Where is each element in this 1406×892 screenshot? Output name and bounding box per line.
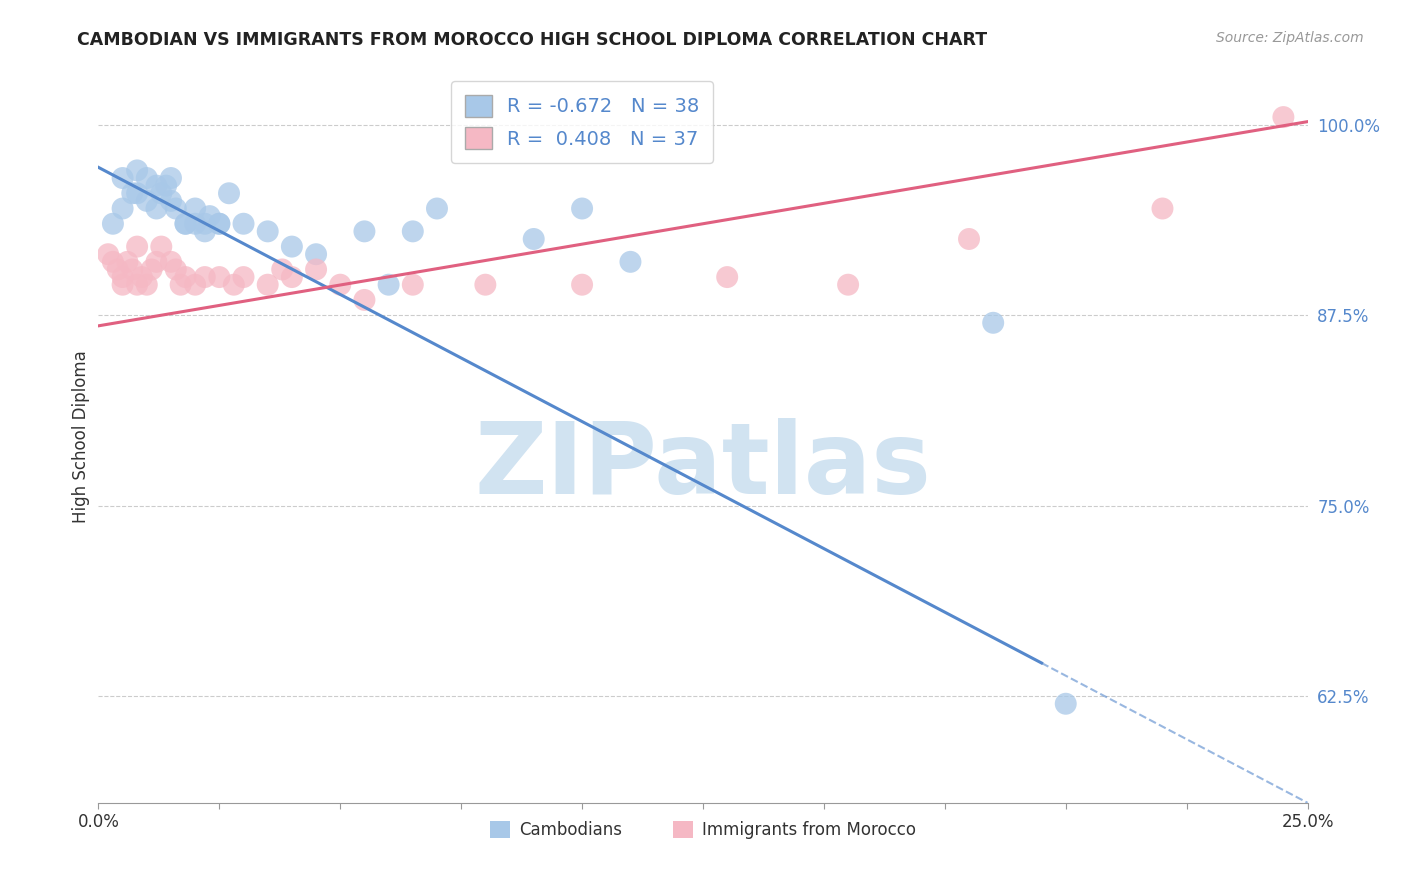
- Point: [97, 247, 120, 261]
- Point: [174, 270, 197, 285]
- Point: [121, 186, 143, 201]
- Point: [111, 202, 134, 216]
- Point: [160, 194, 183, 208]
- Point: [165, 202, 187, 216]
- Point: [208, 217, 231, 231]
- Point: [131, 270, 153, 285]
- Point: [174, 217, 197, 231]
- Text: ZIPatlas: ZIPatlas: [475, 417, 931, 515]
- Point: [194, 217, 217, 231]
- Point: [571, 277, 593, 292]
- Point: [145, 255, 167, 269]
- Point: [127, 186, 149, 201]
- Point: [281, 239, 304, 253]
- Point: [165, 262, 187, 277]
- Point: [957, 232, 980, 246]
- Point: [402, 277, 425, 292]
- Point: [208, 217, 231, 231]
- Point: [981, 316, 1004, 330]
- Point: [222, 277, 245, 292]
- Point: [218, 186, 240, 201]
- Point: [571, 202, 593, 216]
- Point: [837, 277, 859, 292]
- Legend: Cambodians, Immigrants from Morocco: Cambodians, Immigrants from Morocco: [482, 814, 924, 846]
- Point: [155, 178, 177, 193]
- Point: [101, 255, 124, 269]
- Point: [281, 270, 304, 285]
- Point: [716, 270, 738, 285]
- Point: [474, 277, 496, 292]
- Point: [184, 277, 207, 292]
- Point: [198, 209, 221, 223]
- Point: [127, 239, 149, 253]
- Point: [402, 224, 425, 238]
- Point: [150, 239, 173, 253]
- Point: [353, 293, 375, 307]
- Point: [271, 262, 294, 277]
- Point: [523, 232, 546, 246]
- Point: [127, 277, 149, 292]
- Point: [184, 217, 207, 231]
- Point: [111, 270, 134, 285]
- Point: [305, 262, 328, 277]
- Point: [232, 217, 254, 231]
- Point: [111, 277, 134, 292]
- Point: [184, 202, 207, 216]
- Point: [1152, 202, 1174, 216]
- Point: [160, 255, 183, 269]
- Point: [145, 202, 167, 216]
- Point: [377, 277, 399, 292]
- Point: [194, 224, 217, 238]
- Point: [135, 277, 157, 292]
- Point: [121, 262, 143, 277]
- Point: [101, 217, 124, 231]
- Point: [232, 270, 254, 285]
- Text: CAMBODIAN VS IMMIGRANTS FROM MOROCCO HIGH SCHOOL DIPLOMA CORRELATION CHART: CAMBODIAN VS IMMIGRANTS FROM MOROCCO HIG…: [77, 31, 987, 49]
- Point: [160, 171, 183, 186]
- Point: [329, 277, 352, 292]
- Point: [256, 277, 278, 292]
- Point: [135, 194, 157, 208]
- Point: [169, 277, 191, 292]
- Point: [194, 270, 217, 285]
- Point: [127, 163, 149, 178]
- Point: [145, 178, 167, 193]
- Point: [150, 186, 173, 201]
- Point: [208, 270, 231, 285]
- Point: [135, 171, 157, 186]
- Y-axis label: High School Diploma: High School Diploma: [72, 351, 90, 524]
- Point: [117, 255, 139, 269]
- Point: [426, 202, 449, 216]
- Point: [353, 224, 375, 238]
- Point: [1272, 110, 1295, 124]
- Point: [111, 171, 134, 186]
- Point: [107, 262, 129, 277]
- Point: [305, 247, 328, 261]
- Point: [619, 255, 641, 269]
- Point: [141, 262, 163, 277]
- Text: Source: ZipAtlas.com: Source: ZipAtlas.com: [1216, 31, 1364, 45]
- Point: [1054, 697, 1077, 711]
- Point: [256, 224, 278, 238]
- Point: [174, 217, 197, 231]
